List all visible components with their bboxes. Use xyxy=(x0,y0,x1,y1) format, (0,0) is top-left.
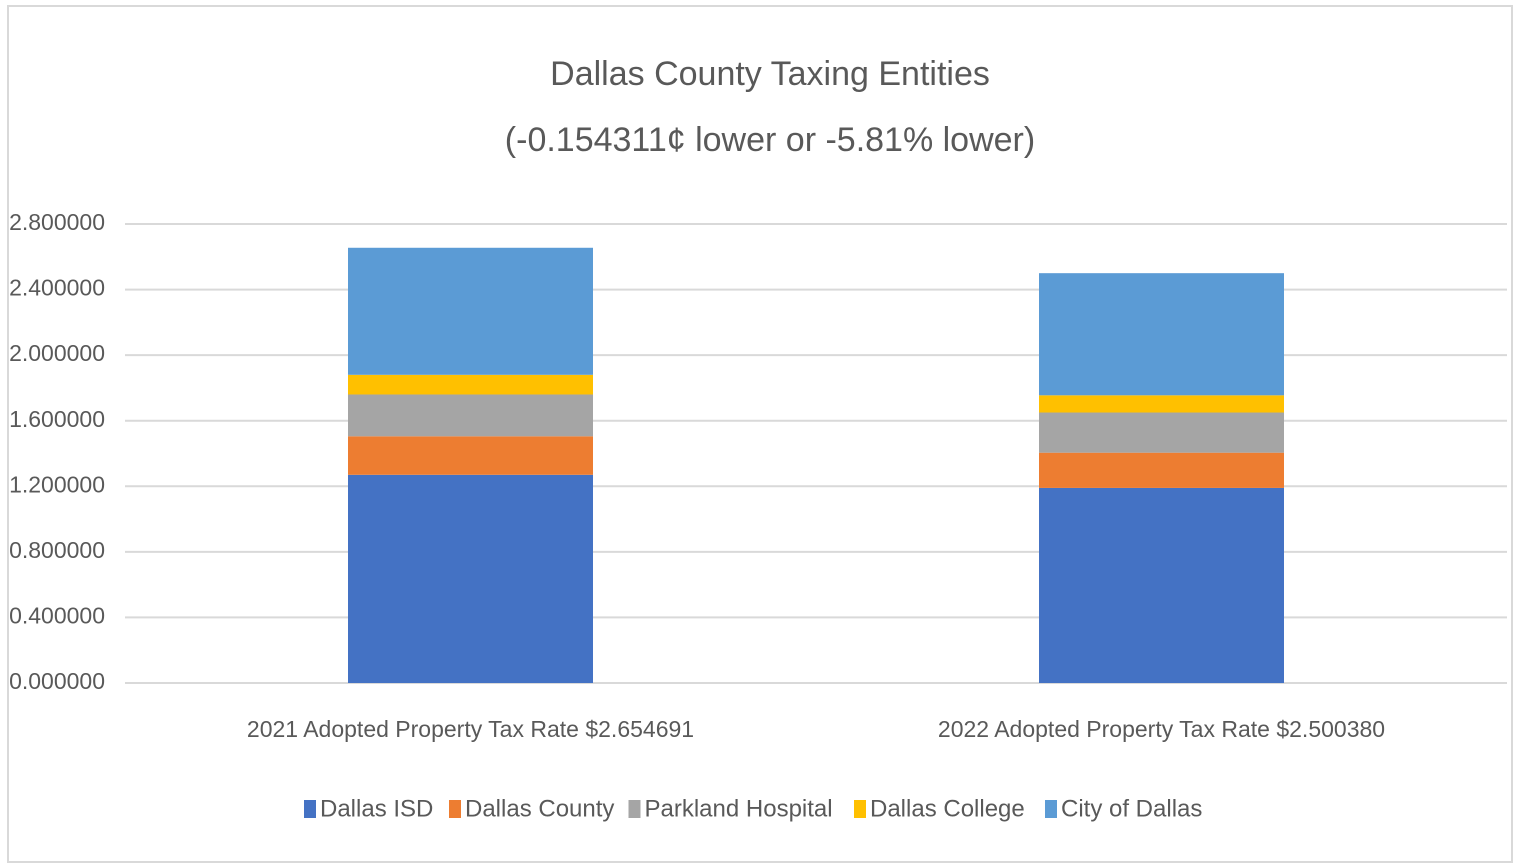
legend-label: Parkland Hospital xyxy=(645,795,833,822)
legend-label: Dallas ISD xyxy=(320,795,433,822)
bar-segment xyxy=(1039,487,1284,683)
chart-subtitle: (-0.154311¢ lower or -5.81% lower) xyxy=(505,121,1035,159)
bar-segment xyxy=(1039,452,1284,488)
y-tick-label: 0.400000 xyxy=(9,603,105,629)
x-tick-label: 2022 Adopted Property Tax Rate $2.500380 xyxy=(938,716,1385,742)
bar-segment xyxy=(348,247,593,375)
y-tick-label: 2.800000 xyxy=(9,209,105,235)
legend-swatch xyxy=(628,800,641,818)
y-tick-label: 0.800000 xyxy=(9,537,105,563)
y-tick-label: 0.000000 xyxy=(9,668,105,694)
legend-swatch xyxy=(304,800,316,818)
y-tick-label: 1.600000 xyxy=(9,406,105,432)
y-tick-label: 2.000000 xyxy=(9,340,105,366)
legend-label: Dallas College xyxy=(870,795,1025,822)
bar-segment xyxy=(348,436,593,475)
y-tick-label: 2.400000 xyxy=(9,275,105,301)
chart-title: Dallas County Taxing Entities xyxy=(550,55,990,93)
legend-label: Dallas County xyxy=(465,795,614,822)
legend-swatch xyxy=(449,800,461,818)
legend-swatch xyxy=(854,800,866,818)
x-tick-label: 2021 Adopted Property Tax Rate $2.654691 xyxy=(247,716,694,742)
bar-segment xyxy=(348,374,593,395)
bar-segment xyxy=(1039,273,1284,396)
bar-segment xyxy=(1039,395,1284,413)
legend-label: City of Dallas xyxy=(1061,795,1202,822)
bar-segment xyxy=(348,474,593,683)
legend-swatch xyxy=(1045,800,1057,818)
bar-segment xyxy=(348,394,593,437)
bar-segment xyxy=(1039,412,1284,453)
y-tick-label: 1.200000 xyxy=(9,471,105,497)
